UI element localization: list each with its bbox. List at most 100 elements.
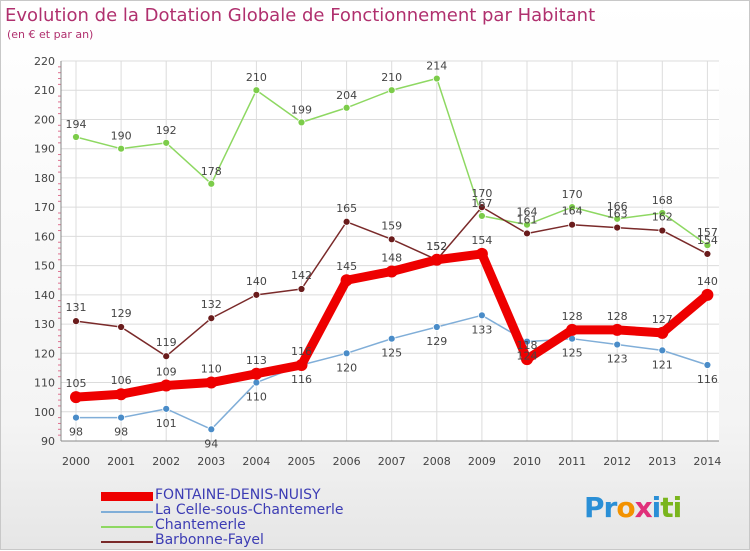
- data-point-la-celle-sous-chantemerle: [658, 346, 667, 355]
- x-tick-label: 2002: [152, 455, 180, 468]
- x-tick-label: 2010: [513, 455, 541, 468]
- data-point-fontaine-denis-nuisy: [701, 288, 714, 301]
- data-point-la-celle-sous-chantemerle: [72, 413, 80, 422]
- data-point-chantemerle: [342, 103, 351, 112]
- data-label-barbonne-fayel: 119: [156, 336, 177, 349]
- data-point-barbonne-fayel: [297, 285, 306, 293]
- data-point-fontaine-denis-nuisy: [475, 247, 488, 260]
- data-point-la-celle-sous-chantemerle: [207, 425, 216, 434]
- data-point-fontaine-denis-nuisy: [250, 367, 263, 380]
- data-point-barbonne-fayel: [703, 250, 712, 258]
- data-label-fontaine-denis-nuisy: 152: [426, 240, 447, 253]
- data-point-barbonne-fayel: [72, 317, 80, 326]
- data-label-chantemerle: 167: [471, 197, 492, 210]
- legend-swatch-fontaine-denis-nuisy: [101, 492, 153, 501]
- y-tick-label: 160: [34, 230, 55, 243]
- x-tick-label: 2001: [107, 455, 135, 468]
- data-point-fontaine-denis-nuisy: [295, 359, 308, 371]
- data-label-barbonne-fayel: 163: [607, 208, 628, 221]
- data-label-fontaine-denis-nuisy: 109: [156, 365, 177, 378]
- data-label-la-celle-sous-chantemerle: 116: [291, 373, 312, 386]
- data-label-barbonne-fayel: 170: [471, 187, 492, 200]
- data-point-fontaine-denis-nuisy: [115, 388, 128, 401]
- data-point-chantemerle: [117, 144, 125, 153]
- data-label-la-celle-sous-chantemerle: 123: [607, 353, 628, 366]
- data-point-chantemerle: [162, 138, 171, 147]
- data-label-fontaine-denis-nuisy: 148: [381, 251, 402, 264]
- data-point-chantemerle: [432, 74, 441, 83]
- data-point-fontaine-denis-nuisy: [656, 326, 669, 339]
- data-point-chantemerle: [613, 214, 622, 223]
- x-tick-label: 2004: [242, 455, 270, 468]
- data-label-fontaine-denis-nuisy: 145: [336, 260, 357, 273]
- data-label-la-celle-sous-chantemerle: 129: [426, 335, 447, 348]
- data-point-fontaine-denis-nuisy: [205, 376, 218, 389]
- data-label-barbonne-fayel: 152: [426, 240, 447, 253]
- data-label-chantemerle: 204: [336, 89, 357, 102]
- data-point-chantemerle: [297, 118, 306, 127]
- data-point-la-celle-sous-chantemerle: [162, 404, 171, 413]
- data-label-fontaine-denis-nuisy: 106: [111, 374, 132, 387]
- data-point-chantemerle: [72, 133, 80, 141]
- data-label-la-celle-sous-chantemerle: 121: [652, 358, 673, 371]
- data-point-la-celle-sous-chantemerle: [477, 311, 486, 320]
- logo-letter: i: [672, 491, 683, 524]
- data-point-barbonne-fayel: [523, 229, 531, 238]
- legend-label-fontaine-denis-nuisy: FONTAINE-DENIS-NUISY: [155, 487, 321, 503]
- logo-letter: t: [660, 491, 673, 524]
- data-label-la-celle-sous-chantemerle: 94: [204, 437, 218, 450]
- legend-label-chantemerle: Chantemerle: [155, 517, 246, 533]
- data-label-la-celle-sous-chantemerle: 98: [114, 426, 128, 439]
- data-point-la-celle-sous-chantemerle: [703, 361, 712, 369]
- data-point-chantemerle: [568, 203, 576, 212]
- data-label-chantemerle: 210: [381, 71, 402, 84]
- data-point-chantemerle: [477, 212, 486, 220]
- data-point-barbonne-fayel: [568, 220, 576, 229]
- x-tick-label: 2014: [693, 455, 721, 468]
- data-point-chantemerle: [387, 86, 396, 95]
- data-point-la-celle-sous-chantemerle: [117, 413, 125, 422]
- y-tick-label: 220: [34, 55, 55, 68]
- data-point-la-celle-sous-chantemerle: [252, 378, 261, 387]
- x-tick-label: 2003: [197, 455, 225, 468]
- logo-letter: o: [616, 491, 635, 524]
- data-label-barbonne-fayel: 140: [246, 275, 267, 288]
- series-group: [70, 74, 714, 434]
- data-point-barbonne-fayel: [162, 352, 171, 361]
- data-label-chantemerle: 194: [66, 118, 87, 131]
- y-tick-label: 90: [41, 435, 55, 448]
- data-label-la-celle-sous-chantemerle: 116: [697, 373, 718, 386]
- data-point-chantemerle: [207, 179, 216, 188]
- data-point-la-celle-sous-chantemerle: [613, 340, 622, 349]
- plot-area: [61, 61, 719, 441]
- data-label-barbonne-fayel: 165: [336, 202, 357, 215]
- data-label-chantemerle: 157: [697, 226, 718, 239]
- legend-swatch-la-celle-sous-chantemerle: [101, 511, 153, 513]
- data-label-chantemerle: 192: [156, 124, 177, 137]
- legend-swatch-barbonne-fayel: [101, 541, 153, 543]
- chart-subtitle: (en € et par an): [7, 28, 94, 41]
- y-tick-label: 170: [34, 201, 55, 214]
- data-point-barbonne-fayel: [387, 235, 396, 244]
- data-label-fontaine-denis-nuisy: 118: [517, 339, 538, 352]
- logo-letter: i: [651, 491, 662, 524]
- data-label-fontaine-denis-nuisy: 105: [66, 377, 87, 390]
- x-tick-label: 2008: [423, 455, 451, 468]
- y-tick-label: 110: [34, 377, 55, 390]
- data-point-fontaine-denis-nuisy: [521, 353, 533, 366]
- data-label-fontaine-denis-nuisy: 110: [201, 363, 222, 376]
- y-tick-label: 100: [34, 406, 55, 419]
- data-point-fontaine-denis-nuisy: [430, 253, 443, 266]
- grid: [61, 60, 719, 442]
- axes: 90 100 110 120 130 140 150 160 170 180 190 200 210 22…: [34, 55, 721, 468]
- y-tick-label: 130: [34, 318, 55, 331]
- data-point-la-celle-sous-chantemerle: [387, 334, 396, 343]
- data-label-chantemerle: 170: [562, 188, 583, 201]
- y-tick-label: 200: [34, 113, 55, 126]
- logo-letter: P: [584, 491, 605, 524]
- data-label-la-celle-sous-chantemerle: 124: [517, 350, 538, 363]
- x-tick-label: 2006: [333, 455, 361, 468]
- data-point-fontaine-denis-nuisy: [160, 379, 173, 392]
